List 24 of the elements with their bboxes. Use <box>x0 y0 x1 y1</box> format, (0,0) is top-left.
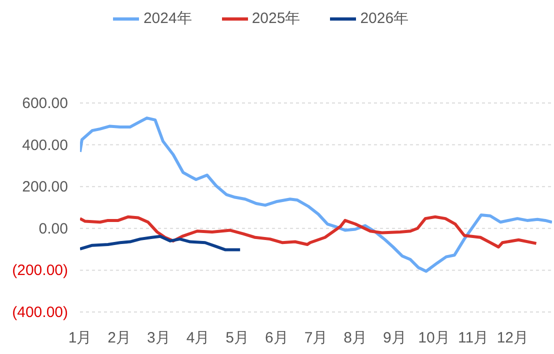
y-tick-label: (200.00) <box>12 262 68 280</box>
y-tick-label: 600.00 <box>22 95 68 112</box>
line-series <box>80 215 538 248</box>
x-tick-label: 10月 <box>418 330 450 347</box>
y-tick-label: 400.00 <box>22 136 68 154</box>
x-tick-label: 3月 <box>146 330 170 347</box>
x-tick-label: 1月 <box>68 330 92 347</box>
y-tick-label: 0.00 <box>38 220 68 238</box>
legend-label: 2024年 <box>143 10 192 27</box>
legend-label: 2026年 <box>360 10 409 27</box>
x-tick-label: 5月 <box>226 330 250 347</box>
line-series <box>80 234 242 252</box>
line-series <box>80 116 552 273</box>
legend-label: 2025年 <box>252 10 300 27</box>
y-tick-label: 200.00 <box>22 178 68 196</box>
x-tick-label: 6月 <box>264 330 288 347</box>
x-tick-label: 9月 <box>382 330 406 347</box>
x-tick-label: 7月 <box>304 330 328 347</box>
x-tick-label: 12月 <box>496 330 529 347</box>
x-tick-label: 2月 <box>108 330 132 347</box>
x-tick-label: 8月 <box>344 330 368 347</box>
y-tick-label: (400.00) <box>12 304 68 321</box>
x-tick-label: 4月 <box>186 330 210 347</box>
x-tick-label: 11月 <box>458 330 489 347</box>
